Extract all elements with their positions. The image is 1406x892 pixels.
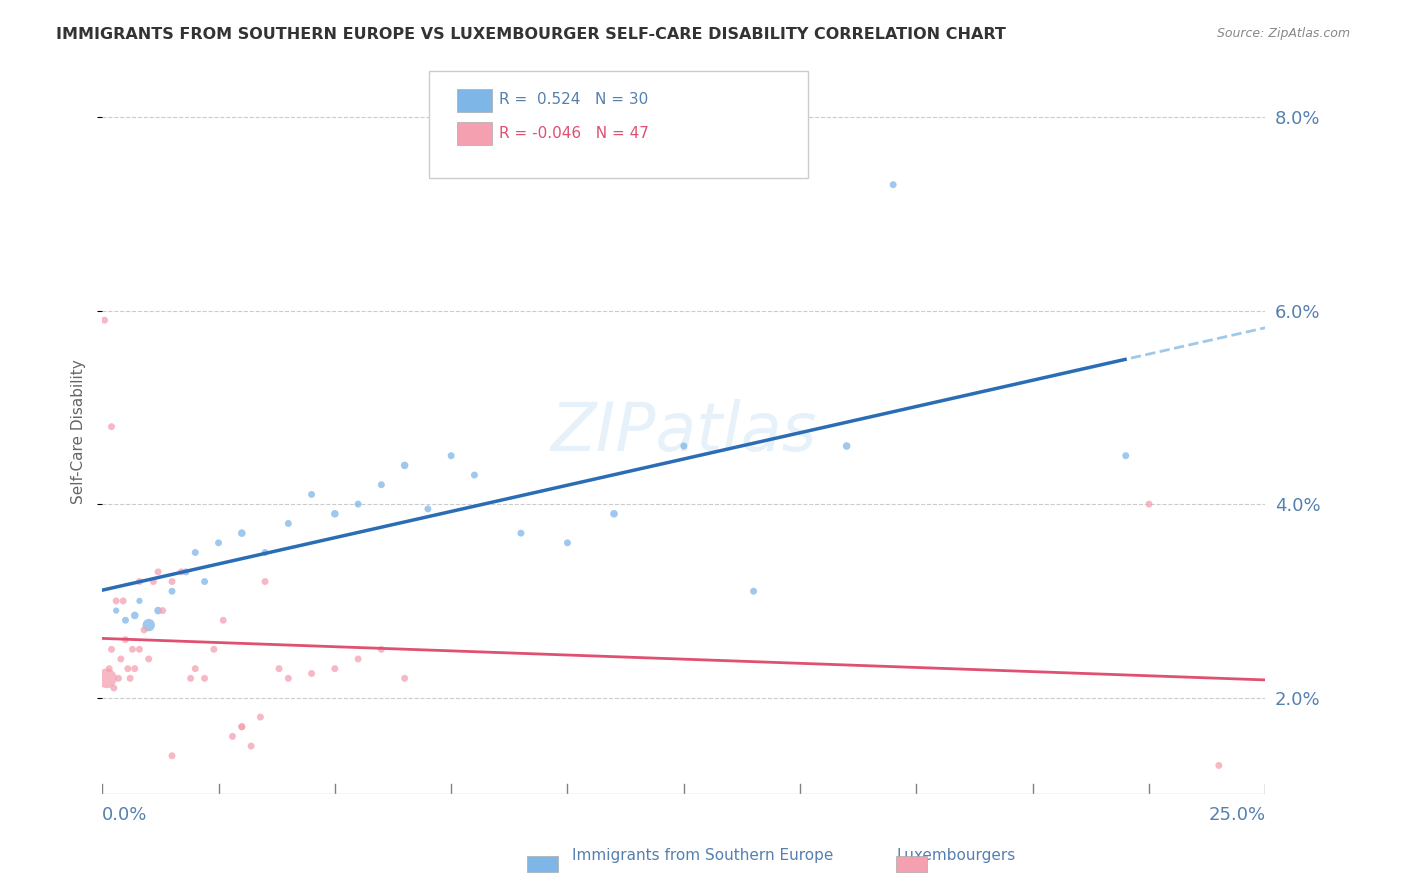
Point (128, 574, 150, 589)
Point (394, 671, 416, 685)
Point (138, 652, 160, 666)
Text: R =  0.524   N = 30: R = 0.524 N = 30 (499, 93, 648, 107)
Point (301, 666, 323, 681)
Point (114, 632, 136, 647)
Point (1115, 449, 1137, 463)
Point (98, 662, 121, 676)
Text: 25.0%: 25.0% (1208, 806, 1265, 824)
Point (193, 574, 215, 589)
Point (394, 458, 416, 473)
Point (107, 671, 129, 685)
Point (440, 449, 463, 463)
Point (174, 565, 197, 579)
Point (254, 545, 277, 559)
Point (277, 516, 299, 531)
Text: Luxembourgers: Luxembourgers (897, 848, 1015, 863)
Point (1208, 758, 1230, 772)
Point (510, 526, 533, 541)
Point (835, 439, 858, 453)
Point (132, 623, 155, 637)
Point (152, 604, 174, 618)
Point (105, 594, 128, 608)
Text: R = -0.046   N = 47: R = -0.046 N = 47 (499, 127, 650, 141)
Point (184, 662, 207, 676)
Point (103, 681, 125, 695)
Point (124, 662, 146, 676)
Point (93, 313, 115, 327)
Text: Source: ZipAtlas.com: Source: ZipAtlas.com (1216, 27, 1350, 40)
Point (347, 497, 370, 511)
Point (416, 502, 439, 516)
Point (160, 748, 183, 763)
Point (249, 710, 271, 724)
Point (240, 739, 263, 753)
Text: ZIPatlas: ZIPatlas (551, 399, 817, 465)
Point (112, 594, 135, 608)
Point (184, 545, 207, 559)
Point (142, 574, 165, 589)
Point (124, 608, 146, 623)
Point (277, 671, 299, 685)
Point (463, 468, 485, 483)
Point (1137, 497, 1160, 511)
Point (557, 536, 579, 550)
Point (323, 507, 346, 521)
Point (370, 642, 392, 657)
Point (146, 565, 169, 579)
Point (100, 419, 122, 434)
Point (105, 604, 128, 618)
Point (96, 671, 118, 685)
Point (138, 618, 160, 632)
Point (121, 642, 143, 657)
Point (180, 671, 202, 685)
Point (231, 720, 253, 734)
Point (128, 594, 150, 608)
Point (117, 662, 139, 676)
Point (100, 642, 122, 657)
Point (120, 671, 142, 685)
Point (231, 720, 253, 734)
Point (254, 574, 277, 589)
Point (370, 477, 392, 491)
Point (603, 507, 626, 521)
Text: Immigrants from Southern Europe: Immigrants from Southern Europe (572, 848, 834, 863)
Point (110, 652, 132, 666)
Point (202, 642, 225, 657)
Y-axis label: Self-Care Disability: Self-Care Disability (72, 359, 86, 504)
Point (301, 487, 323, 501)
Point (267, 662, 290, 676)
Point (193, 671, 215, 685)
Point (128, 642, 150, 657)
Point (207, 536, 229, 550)
Point (742, 584, 765, 599)
Point (347, 652, 370, 666)
Point (114, 613, 136, 627)
Point (160, 584, 183, 599)
Point (672, 439, 695, 453)
Text: 0.0%: 0.0% (103, 806, 148, 824)
Point (231, 526, 253, 541)
Point (882, 178, 904, 192)
Point (323, 662, 346, 676)
Point (160, 574, 183, 589)
Point (221, 730, 243, 744)
Point (212, 613, 235, 627)
Point (170, 565, 193, 579)
Text: IMMIGRANTS FROM SOUTHERN EUROPE VS LUXEMBOURGER SELF-CARE DISABILITY CORRELATION: IMMIGRANTS FROM SOUTHERN EUROPE VS LUXEM… (56, 27, 1007, 42)
Point (146, 604, 169, 618)
